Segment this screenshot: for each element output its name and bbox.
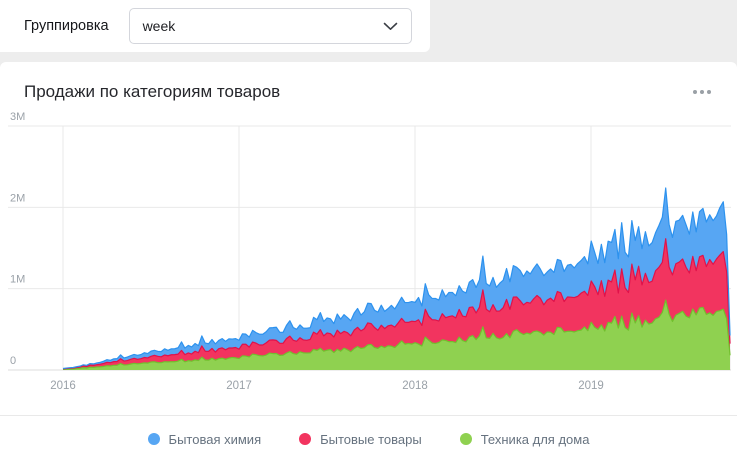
area-edge-Бытовые товары	[62, 238, 731, 370]
area-Техника для дома[interactable]	[63, 300, 731, 370]
legend-color-dot	[299, 433, 312, 445]
legend-item-Техника для дома[interactable]: Техника для дома	[459, 431, 590, 447]
y-axis-tick-label: 3M	[10, 111, 25, 123]
y-axis-tick-label: 0	[10, 355, 16, 367]
grouping-select-value: week	[142, 18, 176, 34]
legend-item-Бытовые товары[interactable]: Бытовые товары	[299, 432, 422, 447]
legend-label: Бытовая химия	[168, 431, 262, 447]
legend-color-dot	[147, 433, 160, 445]
ellipsis-icon	[693, 90, 697, 94]
y-axis-tick-label: 2M	[10, 192, 25, 204]
card-title: Продажи по категориям товаров	[24, 82, 281, 101]
area-edge-Бытовая химия	[62, 187, 731, 370]
ellipsis-icon	[700, 90, 704, 94]
ellipsis-icon	[707, 90, 711, 94]
card-header: Продажи по категориям товаров	[0, 62, 737, 104]
card-menu-button[interactable]	[689, 82, 715, 102]
chevron-down-icon	[383, 22, 398, 31]
legend-color-dot	[459, 433, 472, 445]
x-axis-tick-label: 2016	[50, 380, 76, 392]
area-edge-Техника для дома	[62, 299, 731, 370]
legend-item-Бытовая химия[interactable]: Бытовая химия	[147, 431, 262, 447]
grouping-select[interactable]: week	[128, 8, 412, 44]
grouping-toolbar: Группировка week	[0, 0, 430, 52]
sales-stacked-area-chart[interactable]: 0 1M 2M 3M 2016 2017 2018 2019	[8, 108, 731, 400]
chart-legend: Бытовая химия Бытовые товары Техника для д…	[0, 415, 737, 462]
chart-area: 0 1M 2M 3M 2016 2017 2018 2019	[0, 104, 737, 415]
x-axis-tick-label: 2017	[226, 380, 252, 392]
legend-label: Бытовые товары	[320, 431, 422, 447]
x-axis-tick-label: 2018	[402, 380, 428, 392]
x-axis-tick-label: 2019	[578, 380, 604, 392]
legend-label: Техника для дома	[480, 431, 590, 447]
sales-by-category-card: Продажи по категориям товаров 0 1M 2M 3M 201…	[0, 62, 737, 462]
grouping-label: Группировка	[24, 18, 109, 34]
y-axis-tick-label: 1M	[10, 274, 25, 286]
